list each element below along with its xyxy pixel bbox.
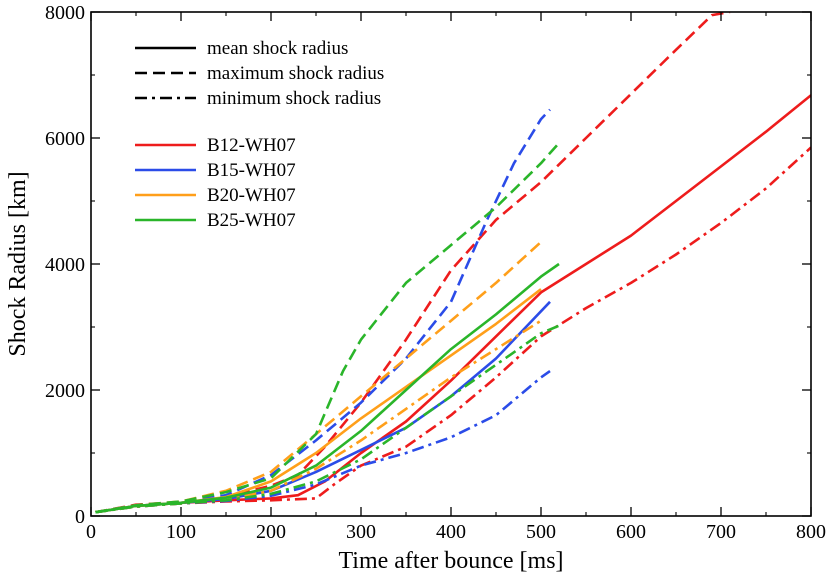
legend: mean shock radius maximum shock radius min… bbox=[135, 38, 384, 231]
y-tick-label: 6000 bbox=[45, 128, 85, 150]
series-line-b12-wh07-min bbox=[95, 146, 811, 514]
y-tick-label: 8000 bbox=[45, 2, 85, 24]
series-line-b20-wh07-mean bbox=[95, 288, 542, 514]
y-tick-label: 2000 bbox=[45, 380, 85, 402]
x-tick-label: 0 bbox=[86, 521, 96, 543]
y-tick-label: 4000 bbox=[45, 254, 85, 276]
y-tick-label: 0 bbox=[75, 506, 85, 528]
series-line-b15-wh07-max bbox=[95, 108, 551, 514]
legend-style-label: minimum shock radius bbox=[207, 88, 381, 109]
series-line-b15-wh07-min bbox=[95, 370, 551, 514]
legend-style-label: mean shock radius bbox=[207, 38, 348, 59]
legend-style-label: maximum shock radius bbox=[207, 63, 384, 84]
x-tick-label: 100 bbox=[166, 521, 196, 543]
x-tick-label: 800 bbox=[796, 521, 826, 543]
series-line-b25-wh07-max bbox=[95, 142, 560, 514]
plot-frame bbox=[90, 11, 812, 517]
legend-model-label: B25-WH07 bbox=[207, 210, 296, 231]
x-axis-title: Time after bounce [ms] bbox=[338, 548, 563, 574]
x-tick-label: 500 bbox=[526, 521, 556, 543]
legend-model-label: B15-WH07 bbox=[207, 160, 296, 181]
x-tick-label: 200 bbox=[256, 521, 286, 543]
series-line-b20-wh07-min bbox=[95, 319, 542, 514]
y-axis-title: Shock Radius [km] bbox=[5, 171, 31, 356]
series-layer bbox=[95, 12, 811, 514]
series-line-b12-wh07-mean bbox=[95, 94, 811, 514]
x-tick-label: 300 bbox=[346, 521, 376, 543]
legend-model-label: B20-WH07 bbox=[207, 185, 296, 206]
x-tick-label: 600 bbox=[616, 521, 646, 543]
series-line-b25-wh07-min bbox=[95, 324, 560, 514]
tick-layer: 0 100 200 300 400 500 600 700 800020004000600080… bbox=[45, 2, 826, 543]
legend-model-label: B12-WH07 bbox=[207, 135, 296, 156]
series-line-b12-wh07-max bbox=[95, 12, 731, 514]
x-tick-label: 700 bbox=[706, 521, 736, 543]
x-tick-label: 400 bbox=[436, 521, 466, 543]
